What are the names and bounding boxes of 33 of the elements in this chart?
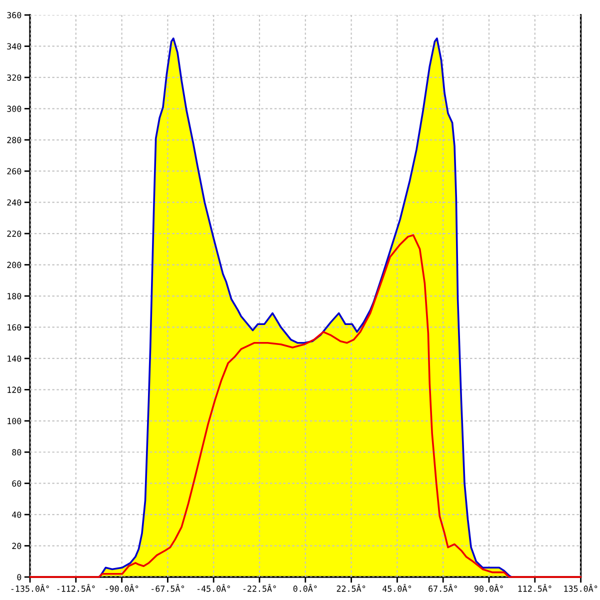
x-tick-label: -90.0Â° [106,584,138,592]
x-tick-label: 0.0Â° [293,584,317,592]
x-tick-label: -22.5Â° [243,584,276,592]
y-tick-label: 80 [12,449,22,456]
y-tick-label: 100 [8,418,22,424]
x-tick-label: -45.0Â° [197,584,230,592]
x-tick-label: 45.0Â° [382,584,412,592]
y-tick-label: 40 [12,512,22,518]
y-tick-label: 140 [8,355,22,362]
y-tick-label: 60 [12,480,22,487]
y-tick-label: 0 [17,574,22,580]
x-tick-label: -112.5Â° [57,584,95,592]
y-tick-label: 260 [7,168,22,174]
y-tick-label: 240 [7,199,22,206]
y-tick-label: 340 [7,43,22,50]
x-tick-label: -67.5Â° [152,584,184,592]
y-tick-label: 160 [8,324,22,331]
x-tick-label: 22.5Â° [336,584,366,592]
y-tick-label: 300 [7,106,22,112]
y-tick-label: 180 [8,293,22,300]
x-tick-label: 135.0Â° [564,584,598,592]
line-series [98,38,512,578]
y-tick-label: 220 [7,230,22,237]
y-tick-label: 360 [7,12,22,18]
y-tick-label: 320 [7,74,22,81]
x-tick-label: -135.0Â° [11,584,49,592]
y-tick-label: 20 [12,542,22,550]
x-tick-label: 90.0Â° [474,584,503,592]
y-tick-label: 200 [7,262,22,268]
x-tick-label: 112.5Â° [518,584,552,592]
y-tick-label: 120 [8,386,22,393]
y-tick-label: 280 [7,136,22,144]
x-tick-label: 67.5Â° [428,584,457,592]
